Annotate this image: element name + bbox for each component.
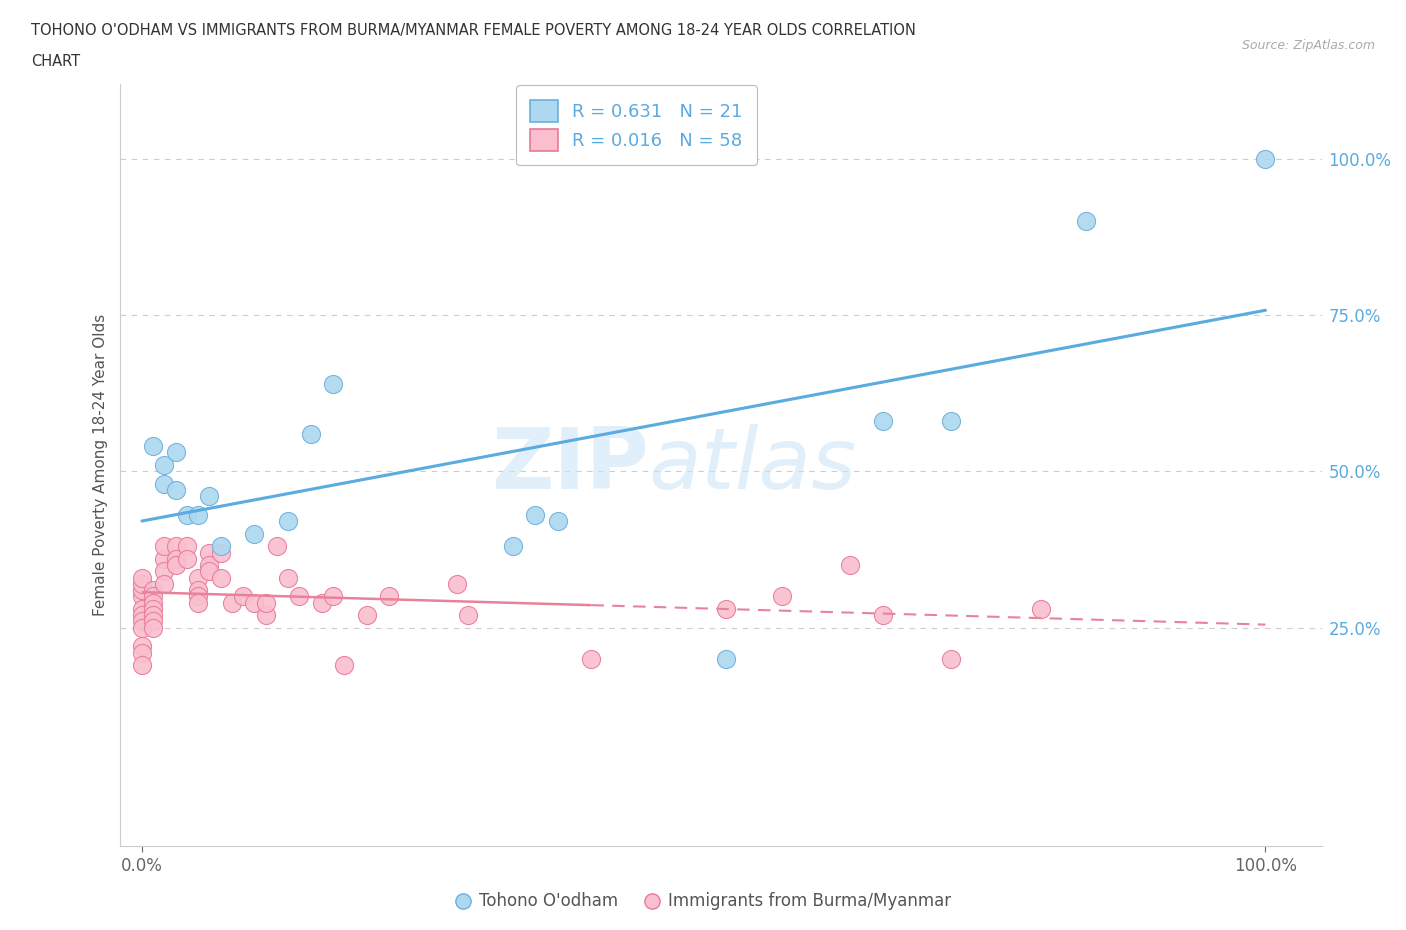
Point (131, 577, 153, 591)
Point (288, 589, 311, 604)
Point (153, 476, 176, 491)
Point (524, 508, 547, 523)
Point (277, 570, 299, 585)
Point (131, 620, 153, 635)
Point (131, 602, 153, 617)
Point (209, 538, 232, 553)
Point (277, 513, 299, 528)
Point (1029, 602, 1052, 617)
Point (131, 614, 153, 629)
Point (165, 551, 187, 566)
Point (165, 538, 187, 553)
Point (187, 582, 209, 597)
Text: ZIP: ZIP (491, 423, 648, 507)
Text: atlas: atlas (648, 423, 856, 507)
Point (131, 645, 153, 660)
Point (243, 526, 266, 541)
Point (221, 595, 243, 610)
Point (187, 570, 209, 585)
Point (502, 538, 524, 553)
Point (838, 558, 860, 573)
Point (131, 639, 153, 654)
Point (142, 614, 165, 629)
Point (131, 582, 153, 597)
Point (142, 595, 165, 610)
Point (322, 589, 344, 604)
Point (232, 589, 254, 604)
Point (872, 607, 894, 622)
Point (142, 602, 165, 617)
Point (176, 508, 198, 523)
Point (581, 651, 603, 666)
Point (165, 483, 187, 498)
Point (198, 564, 221, 578)
Point (333, 658, 356, 672)
Legend: R = 0.631   N = 21, R = 0.016   N = 58: R = 0.631 N = 21, R = 0.016 N = 58 (516, 86, 756, 166)
Point (356, 607, 378, 622)
Point (153, 538, 176, 553)
Text: CHART: CHART (31, 54, 80, 69)
Point (165, 558, 187, 573)
Point (142, 607, 165, 622)
Point (254, 595, 277, 610)
Point (153, 551, 176, 566)
Point (131, 589, 153, 604)
Point (714, 602, 737, 617)
Point (165, 445, 187, 460)
Point (254, 607, 277, 622)
Point (176, 551, 198, 566)
Point (153, 577, 176, 591)
Text: Source: ZipAtlas.com: Source: ZipAtlas.com (1241, 39, 1375, 52)
Point (142, 582, 165, 597)
Point (131, 607, 153, 622)
Point (266, 538, 288, 553)
Legend: Tohono O'odham, Immigrants from Burma/Myanmar: Tohono O'odham, Immigrants from Burma/My… (447, 885, 959, 917)
Point (1074, 214, 1097, 229)
Point (176, 538, 198, 553)
Point (198, 545, 221, 560)
Point (142, 589, 165, 604)
Point (939, 414, 962, 429)
Point (209, 570, 232, 585)
Point (187, 595, 209, 610)
Y-axis label: Female Poverty Among 18-24 Year Olds: Female Poverty Among 18-24 Year Olds (93, 314, 108, 617)
Point (131, 570, 153, 585)
Point (142, 439, 165, 454)
Point (142, 620, 165, 635)
Point (378, 589, 401, 604)
Point (131, 658, 153, 672)
Point (187, 508, 209, 523)
Point (187, 589, 209, 604)
Point (153, 458, 176, 472)
Point (209, 545, 232, 560)
Point (770, 589, 793, 604)
Point (198, 489, 221, 504)
Point (714, 651, 737, 666)
Point (198, 558, 221, 573)
Point (322, 377, 344, 392)
Point (153, 564, 176, 578)
Point (939, 651, 962, 666)
Point (457, 607, 479, 622)
Point (1254, 152, 1277, 166)
Point (299, 426, 322, 441)
Point (446, 577, 468, 591)
Point (311, 595, 333, 610)
Text: TOHONO O'ODHAM VS IMMIGRANTS FROM BURMA/MYANMAR FEMALE POVERTY AMONG 18-24 YEAR : TOHONO O'ODHAM VS IMMIGRANTS FROM BURMA/… (31, 23, 915, 38)
Point (872, 414, 894, 429)
Point (243, 595, 266, 610)
Point (547, 513, 569, 528)
